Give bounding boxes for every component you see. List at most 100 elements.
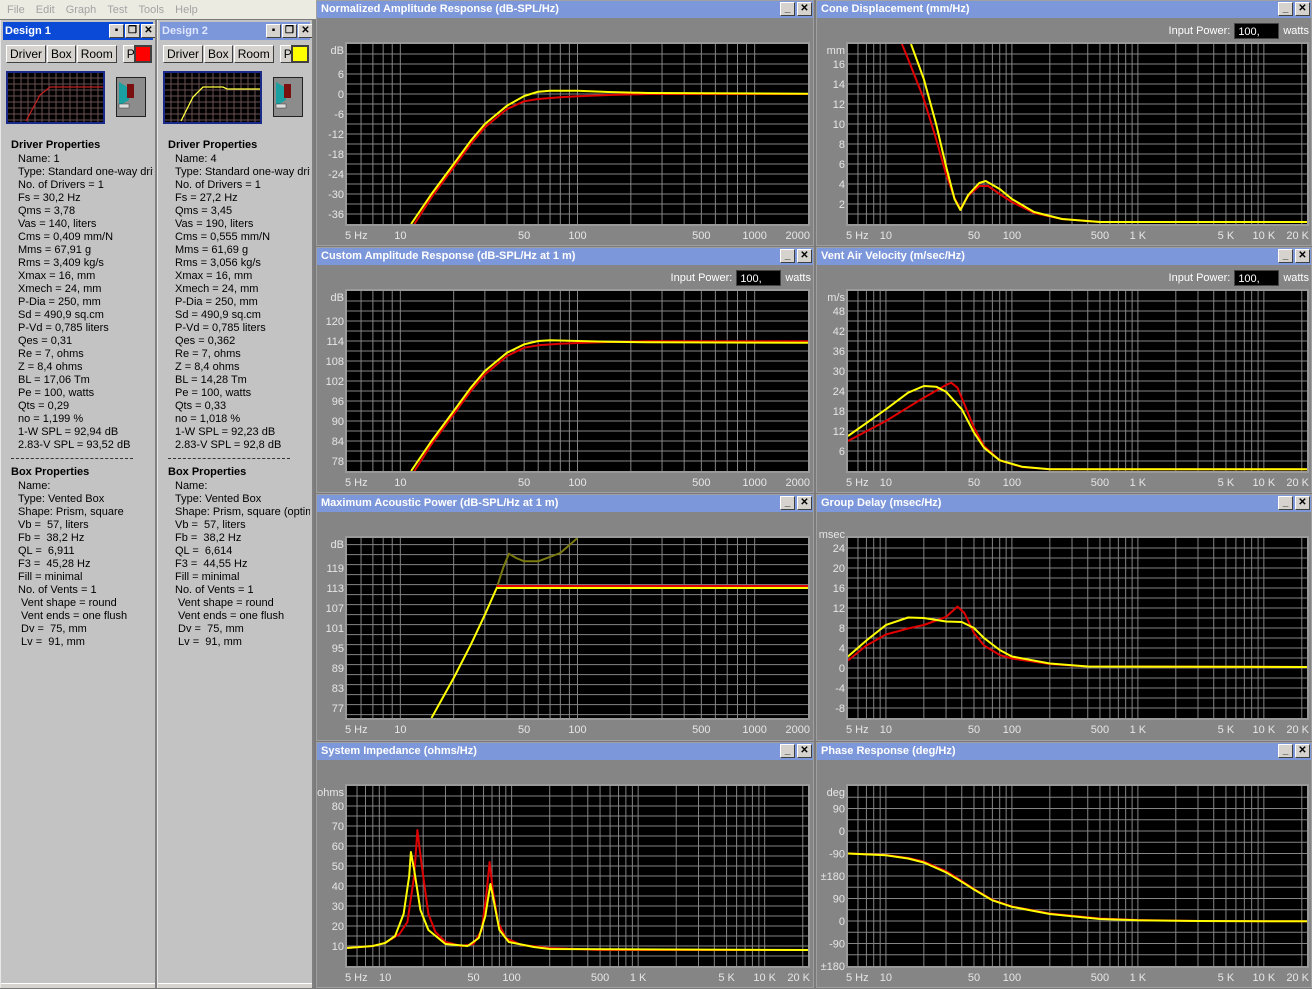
y-tick-label: 90 [833,804,845,816]
close-button[interactable]: ✕ [298,24,312,38]
design-title-bar[interactable]: Design 1 ▪ ❐ ✕ [3,22,155,40]
minimize-button[interactable]: _ [780,744,795,758]
speaker-box-icon[interactable] [116,77,146,117]
speaker-box-icon[interactable] [273,77,303,117]
input-power-field[interactable]: 100, [1234,270,1280,286]
close-button[interactable]: ✕ [1295,2,1310,16]
box-property: Vb = 57, liters [175,519,246,531]
chart-title-bar[interactable]: Normalized Amplitude Response (dB-SPL/Hz… [317,1,813,18]
menu-tools[interactable]: Tools [138,3,165,16]
chart-max-acoustic-power: dB 119 113 107 101 95 89 83 775 Hz 10 50 100 500 1000… [326,536,810,736]
close-button[interactable]: ✕ [797,496,812,510]
close-button[interactable]: ✕ [1295,744,1310,758]
driver-property: P-Dia = 250, mm [18,296,101,308]
series-line-design-2 [848,616,1307,668]
close-button[interactable]: ✕ [797,249,812,263]
restore-button[interactable]: ❐ [282,24,297,38]
chart-title: Normalized Amplitude Response (dB-SPL/Hz… [321,3,559,15]
minimize-button[interactable]: _ [1278,249,1293,263]
close-button[interactable]: ✕ [1295,249,1310,263]
y-tick-label: 36 [833,346,845,358]
chart-title-bar[interactable]: Vent Air Velocity (m/sec/Hz) _ ✕ [817,248,1311,265]
y-tick-label: 40 [332,881,344,893]
x-tick-label: 5 K [1218,477,1235,489]
menu-file[interactable]: File [7,3,25,16]
separator [11,458,133,459]
save-icon: ▪ [271,25,276,36]
y-tick-label: 2 [839,199,845,211]
x-tick-label: 50 [518,230,530,242]
y-tick-label: 101 [326,623,344,635]
minimize-button[interactable]: _ [780,249,795,263]
x-tick-label: 500 [591,972,609,984]
plot-color-swatch[interactable] [291,45,309,63]
x-tick-label: 5 Hz [846,477,869,489]
input-power-field[interactable]: 100, [736,270,782,286]
box-property: No. of Vents = 1 [18,584,97,596]
room-button[interactable]: Room [233,45,274,63]
chart-title: Cone Displacement (mm/Hz) [821,3,970,15]
chart-window-vent-velocity: m/s 48 42 36 30 24 18 12 6 5 Hz 10 50 100 500 1 K 5 K 10… [816,247,1312,493]
close-button[interactable]: ✕ [797,2,812,16]
speaker-magnet-shape [284,84,291,98]
y-tick-label: -12 [328,129,344,141]
close-button[interactable]: ✕ [141,24,155,38]
input-power-field[interactable]: 100, [1234,23,1280,39]
series-line-design-1 [413,93,808,224]
y-tick-label: 78 [332,456,344,468]
close-button[interactable]: ✕ [1295,496,1310,510]
mini-response-preview[interactable] [6,71,105,124]
driver-property: BL = 17,06 Tm [18,374,90,386]
x-tick-label: 1000 [742,477,766,489]
box-property: Vb = 57, liters [18,519,89,531]
design-title-bar[interactable]: Design 2 ▪ ❐ ✕ [160,22,312,40]
driver-property: Name: 4 [175,153,217,165]
chart-title-bar[interactable]: Maximum Acoustic Power (dB-SPL/Hz at 1 m… [317,495,813,512]
box-property: Fb = 38,2 Hz [175,532,242,544]
chart-title-bar[interactable]: System Impedance (ohms/Hz) _ ✕ [317,743,813,760]
mini-response-preview[interactable] [163,71,262,124]
minimize-button[interactable]: _ [1278,496,1293,510]
y-tick-label: 108 [326,356,344,368]
close-button[interactable]: ✕ [797,744,812,758]
chart-title-bar[interactable]: Custom Amplitude Response (dB-SPL/Hz at … [317,248,813,265]
x-tick-label: 500 [692,477,710,489]
chart-window-normalized: dB 6 0 -6 -12 -18 -24 -30 -36 5 Hz 10 50 100 500 1000 2… [316,0,814,246]
room-button[interactable]: Room [76,45,117,63]
driver-button[interactable]: Driver [163,45,203,63]
minimize-button[interactable]: _ [1278,2,1293,16]
box-button[interactable]: Box [204,45,233,63]
y-tick-label: 0 [839,826,845,838]
horizontal-scrollbar[interactable] [158,983,312,988]
y-tick-label: 4 [839,179,845,191]
restore-button[interactable]: ❐ [125,24,140,38]
minimize-button[interactable]: _ [780,496,795,510]
y-axis-unit: deg [827,787,845,799]
driver-button[interactable]: Driver [6,45,46,63]
save-button[interactable]: ▪ [266,24,281,38]
menu-help[interactable]: Help [175,3,198,16]
properties-list: Driver Properties Name: 4 Type: Standard o… [168,139,310,649]
chart-title-bar[interactable]: Cone Displacement (mm/Hz) _ ✕ [817,1,1311,18]
chart-title-bar[interactable]: Phase Response (deg/Hz) _ ✕ [817,743,1311,760]
minimize-button[interactable]: _ [1278,744,1293,758]
menu-edit[interactable]: Edit [35,3,55,16]
x-tick-label: 500 [1091,230,1109,242]
minimize-button[interactable]: _ [780,2,795,16]
chart-title-bar[interactable]: Group Delay (msec/Hz) _ ✕ [817,495,1311,512]
menu-graph[interactable]: Graph [65,3,97,16]
menu-test[interactable]: Test [107,3,128,16]
chart-window-group-delay: msec 24 20 16 12 8 4 0 -4 -8 5 Hz 10 50 100 500 1 K 5 K 1… [816,494,1312,741]
horizontal-scrollbar[interactable] [1,983,155,988]
plot-color-swatch[interactable] [134,45,152,63]
x-tick-label: 20 K [1286,724,1309,736]
y-tick-label: 6 [338,69,344,81]
save-button[interactable]: ▪ [109,24,124,38]
box-button[interactable]: Box [47,45,76,63]
box-property: Shape: Prism, square [18,506,124,518]
close-icon: ✕ [1298,745,1307,756]
design-panel-2: Design 2 ▪ ❐ ✕ DriverBoxRoomPlot Driver Prope… [157,20,314,988]
driver-property: Qes = 0,31 [18,335,73,347]
driver-property: Re = 7, ohms [175,348,241,360]
